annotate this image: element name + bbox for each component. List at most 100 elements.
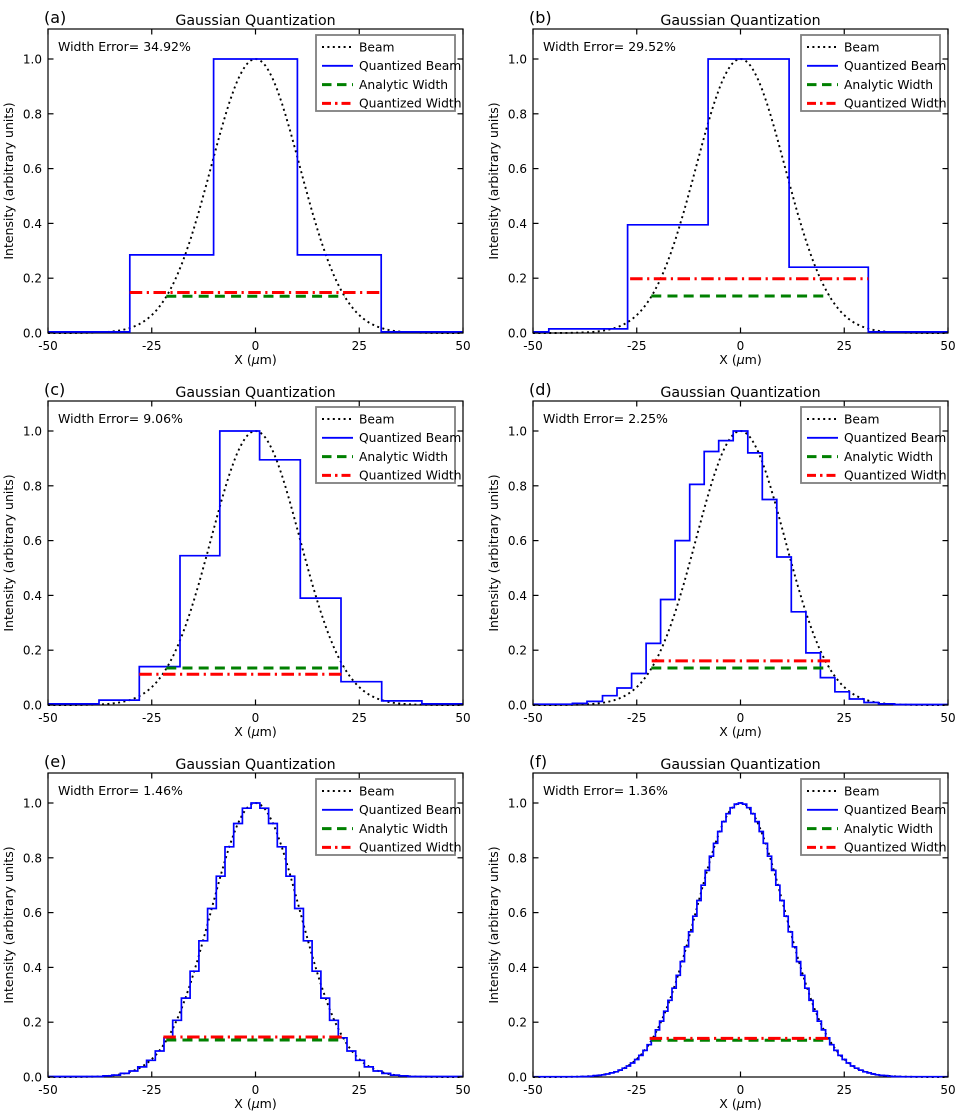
y-tick-label: 0.0	[23, 1071, 42, 1085]
y-tick-label: 1.0	[23, 425, 42, 439]
y-tick-label: 0.2	[508, 1016, 527, 1030]
y-axis-label: Intensity (arbitrary units)	[486, 474, 501, 631]
legend-label: Beam	[844, 412, 880, 426]
legend-item-analytic-width: Analytic Width	[322, 450, 448, 464]
y-axis-label: Intensity (arbitrary units)	[1, 102, 16, 259]
x-axis-label: X (μm)	[234, 352, 276, 367]
x-tick-label: 50	[940, 339, 955, 353]
y-tick-label: 0.6	[508, 162, 527, 176]
y-tick-label: 1.0	[508, 53, 527, 67]
x-tick-label: -25	[627, 711, 647, 725]
quantized-beam-curve	[533, 430, 948, 706]
panel-b: -50 -25 0 25 50 0.0 0.2 0.4 0.6 0.8 1.0 Gaussian Qu…	[485, 0, 970, 372]
x-tick-label: -50	[523, 1083, 543, 1097]
legend-label: Beam	[844, 40, 880, 54]
legend: Beam Quantized Beam Analytic Width Quantize…	[800, 406, 947, 484]
plot-title: Gaussian Quantization	[175, 13, 335, 29]
y-tick-label: 0.8	[508, 851, 527, 865]
legend: Beam Quantized Beam Analytic Width Quantize…	[800, 778, 947, 856]
panel-e: -50 -25 0 25 50 0.0 0.2 0.4 0.6 0.8 1.0 Gaussian Qu…	[0, 744, 485, 1116]
x-tick-label: 0	[252, 711, 260, 725]
x-axis-label: X (μm)	[719, 352, 761, 367]
y-tick-label: 0.8	[23, 107, 42, 121]
legend-item-quantized-beam: Quantized Beam	[322, 59, 461, 73]
legend-item-beam: Beam	[322, 40, 395, 54]
y-tick-label: 0.2	[23, 644, 42, 658]
legend: Beam Quantized Beam Analytic Width Quantize…	[315, 406, 462, 484]
legend-label: Beam	[359, 40, 395, 54]
panel-plot-e: -50 -25 0 25 50 0.0 0.2 0.4 0.6 0.8 1.0 Gaussian Qu…	[1, 752, 471, 1111]
axis-ticks	[47, 401, 464, 706]
x-axis-label: X (μm)	[234, 724, 276, 739]
panel-label: (f)	[529, 752, 547, 771]
legend-item-beam: Beam	[807, 412, 880, 426]
x-tick-label: 0	[737, 1083, 745, 1097]
y-tick-label: 1.0	[508, 797, 527, 811]
x-tick-label: 25	[352, 711, 367, 725]
panel-d: -50 -25 0 25 50 0.0 0.2 0.4 0.6 0.8 1.0 Gaussian Qu…	[485, 372, 970, 744]
x-tick-label: 25	[352, 339, 367, 353]
panel-a: -50 -25 0 25 50 0.0 0.2 0.4 0.6 0.8 1.0 Gaussian Qu…	[0, 0, 485, 372]
panel-plot-d: -50 -25 0 25 50 0.0 0.2 0.4 0.6 0.8 1.0 Gaussian Qu…	[486, 380, 956, 739]
x-tick-label: -50	[523, 339, 543, 353]
x-tick-label: 0	[252, 1083, 260, 1097]
y-tick-label: 0.4	[508, 217, 527, 231]
legend-item-beam: Beam	[807, 784, 880, 798]
panel-c: -50 -25 0 25 50 0.0 0.2 0.4 0.6 0.8 1.0 Gaussian Qu…	[0, 372, 485, 744]
x-tick-label: -25	[627, 339, 647, 353]
axis-ticks	[532, 773, 949, 1078]
y-tick-label: 0.6	[23, 534, 42, 548]
legend-label: Beam	[359, 412, 395, 426]
x-tick-label: 25	[837, 711, 852, 725]
plot-title: Gaussian Quantization	[175, 385, 335, 401]
x-tick-label: 50	[455, 339, 470, 353]
legend-item-beam: Beam	[807, 40, 880, 54]
panel-label: (c)	[44, 380, 65, 399]
x-tick-label: 50	[940, 711, 955, 725]
y-tick-label: 0.6	[508, 906, 527, 920]
legend-label: Quantized Beam	[844, 803, 946, 817]
x-tick-label: 50	[455, 711, 470, 725]
x-tick-label: -25	[142, 1083, 162, 1097]
legend-item-quantized-width: Quantized Width	[322, 469, 462, 483]
plot-title: Gaussian Quantization	[175, 757, 335, 773]
legend-label: Analytic Width	[359, 78, 448, 92]
y-axis-label: Intensity (arbitrary units)	[486, 102, 501, 259]
x-tick-label: -50	[523, 711, 543, 725]
y-tick-label: 0.4	[508, 961, 527, 975]
legend-item-quantized-width: Quantized Width	[322, 841, 462, 855]
plot-title: Gaussian Quantization	[660, 13, 820, 29]
panel-label: (b)	[529, 8, 552, 27]
x-tick-label: -50	[38, 339, 58, 353]
panel-label: (d)	[529, 380, 552, 399]
legend-label: Quantized Width	[844, 841, 947, 855]
width-error-text: Width Error= 9.06%	[58, 411, 183, 426]
y-tick-label: 0.2	[508, 272, 527, 286]
legend-label: Quantized Beam	[844, 431, 946, 445]
legend-label: Quantized Width	[359, 841, 462, 855]
x-tick-label: 25	[837, 1083, 852, 1097]
width-error-text: Width Error= 29.52%	[543, 39, 676, 54]
y-tick-label: 0.0	[508, 1071, 527, 1085]
legend-item-beam: Beam	[322, 784, 395, 798]
legend-item-quantized-width: Quantized Width	[807, 469, 947, 483]
legend-label: Beam	[844, 784, 880, 798]
y-tick-label: 0.2	[23, 272, 42, 286]
legend: Beam Quantized Beam Analytic Width Quantize…	[315, 34, 462, 112]
y-tick-label: 1.0	[23, 53, 42, 67]
y-tick-label: 0.6	[23, 906, 42, 920]
legend-label: Analytic Width	[359, 822, 448, 836]
legend-item-quantized-beam: Quantized Beam	[322, 431, 461, 445]
y-tick-label: 0.2	[508, 644, 527, 658]
x-tick-label: 25	[352, 1083, 367, 1097]
axis-ticks	[532, 29, 949, 334]
legend-item-quantized-beam: Quantized Beam	[807, 803, 946, 817]
y-tick-label: 0.0	[23, 699, 42, 713]
x-axis-label: X (μm)	[719, 1096, 761, 1111]
axis-ticks	[47, 773, 464, 1078]
legend-label: Quantized Width	[359, 469, 462, 483]
y-tick-label: 0.8	[23, 851, 42, 865]
legend-label: Quantized Beam	[359, 431, 461, 445]
x-tick-label: 0	[252, 339, 260, 353]
y-tick-label: 0.0	[23, 327, 42, 341]
